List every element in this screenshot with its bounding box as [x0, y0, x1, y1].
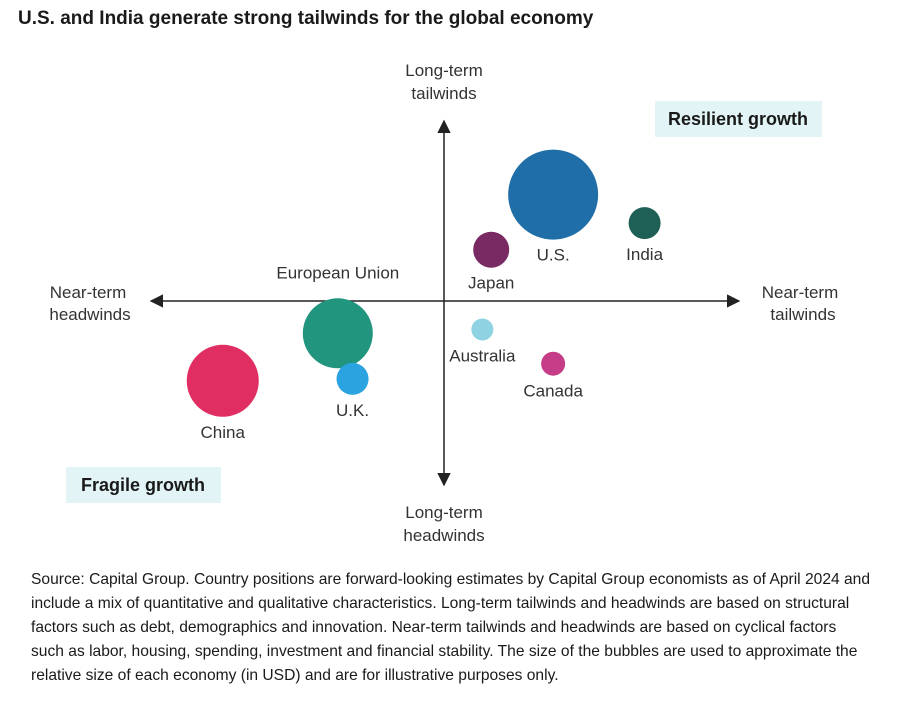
axis-label-left-line1: Near-term [50, 283, 127, 302]
bubble-label-european-union: European Union [276, 263, 399, 282]
bubble-label-china: China [201, 423, 246, 442]
axis-label-right-line2: tailwinds [770, 305, 835, 324]
axis-label-left-line2: headwinds [49, 305, 130, 324]
bubble-label-japan: Japan [468, 274, 514, 293]
bubble-u-k [336, 362, 369, 395]
bubble-u-s [508, 149, 599, 240]
bubble-group: U.S. India Japan European Union Australia Can… [186, 149, 664, 442]
bubble-european-union [302, 298, 373, 369]
quadrant-label-fragile-growth: Fragile growth [81, 475, 205, 495]
chart-title: U.S. and India generate strong tailwinds… [18, 8, 594, 29]
bubble-label-india: India [626, 245, 663, 264]
axis-label-top-line2: tailwinds [411, 84, 476, 103]
bubble-label-canada: Canada [523, 382, 583, 401]
axis-label-bottom-line2: headwinds [403, 526, 484, 545]
axis-label-bottom-line1: Long-term [405, 503, 482, 522]
bubble-australia [471, 318, 494, 341]
bubble-label-u-s: U.S. [537, 246, 570, 265]
bubble-japan [473, 231, 510, 268]
quadrant-box-resilient [655, 101, 822, 137]
bubble-chart: Resilient growth Fragile growth Long-ter… [49, 61, 839, 545]
source-note: Source: Capital Group. Country positions… [31, 571, 871, 684]
quadrant-box-fragile [66, 467, 221, 503]
bubble-china [186, 344, 259, 417]
quadrant-label-resilient-growth: Resilient growth [668, 109, 808, 129]
bubble-label-u-k: U.K. [336, 401, 369, 420]
axis-label-top-line1: Long-term [405, 61, 482, 80]
bubble-label-australia: Australia [449, 347, 516, 366]
bubble-canada [541, 351, 566, 376]
axis-label-right-line1: Near-term [762, 283, 839, 302]
bubble-india [628, 207, 661, 240]
